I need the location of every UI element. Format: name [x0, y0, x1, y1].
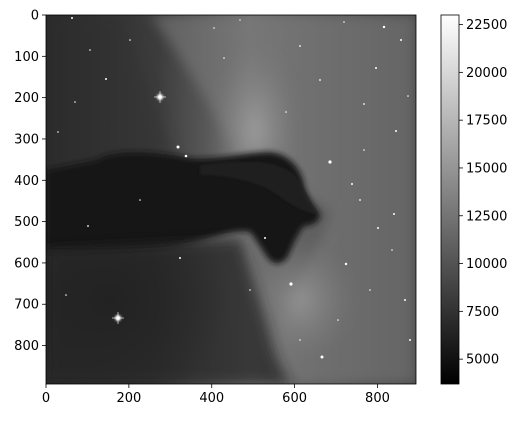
colorbar: [441, 15, 459, 384]
y-tick-label: 500: [14, 215, 39, 230]
x-tick-label: 200: [116, 391, 141, 406]
y-tick-label: 800: [14, 339, 39, 354]
y-tick-label: 0: [31, 9, 39, 24]
x-axis: 0 200 400 600 800: [42, 384, 390, 406]
y-tick-label: 400: [14, 174, 39, 189]
colorbar-tick-label: 7500: [466, 305, 499, 320]
y-tick-label: 700: [14, 298, 39, 313]
y-tick-label: 300: [14, 132, 39, 147]
colorbar-frame: [440, 14, 460, 385]
nebula-image: [46, 15, 416, 384]
x-tick-label: 600: [282, 391, 307, 406]
colorbar-tick-label: 10000: [466, 257, 507, 272]
colorbar-tick-label: 17500: [466, 114, 507, 129]
stars: [57, 17, 411, 359]
colorbar-axis: 5000 7500 10000 12500 15000 17500 20000 22500: [459, 18, 507, 368]
x-tick-label: 0: [42, 391, 50, 406]
y-axis: 0 100 200 300 400 500 600 700 800: [14, 9, 46, 354]
colorbar-tick-label: 15000: [466, 161, 507, 176]
colorbar-tick-label: 22500: [466, 18, 507, 33]
x-tick-label: 800: [365, 391, 390, 406]
colorbar-tick-label: 12500: [466, 209, 507, 224]
y-tick-label: 200: [14, 91, 39, 106]
image-frame: [45, 14, 417, 385]
x-tick-label: 400: [199, 391, 224, 406]
colorbar-tick-label: 20000: [466, 66, 507, 81]
y-tick-label: 600: [14, 256, 39, 271]
colorbar-tick-label: 5000: [466, 353, 499, 368]
y-tick-label: 100: [14, 50, 39, 65]
